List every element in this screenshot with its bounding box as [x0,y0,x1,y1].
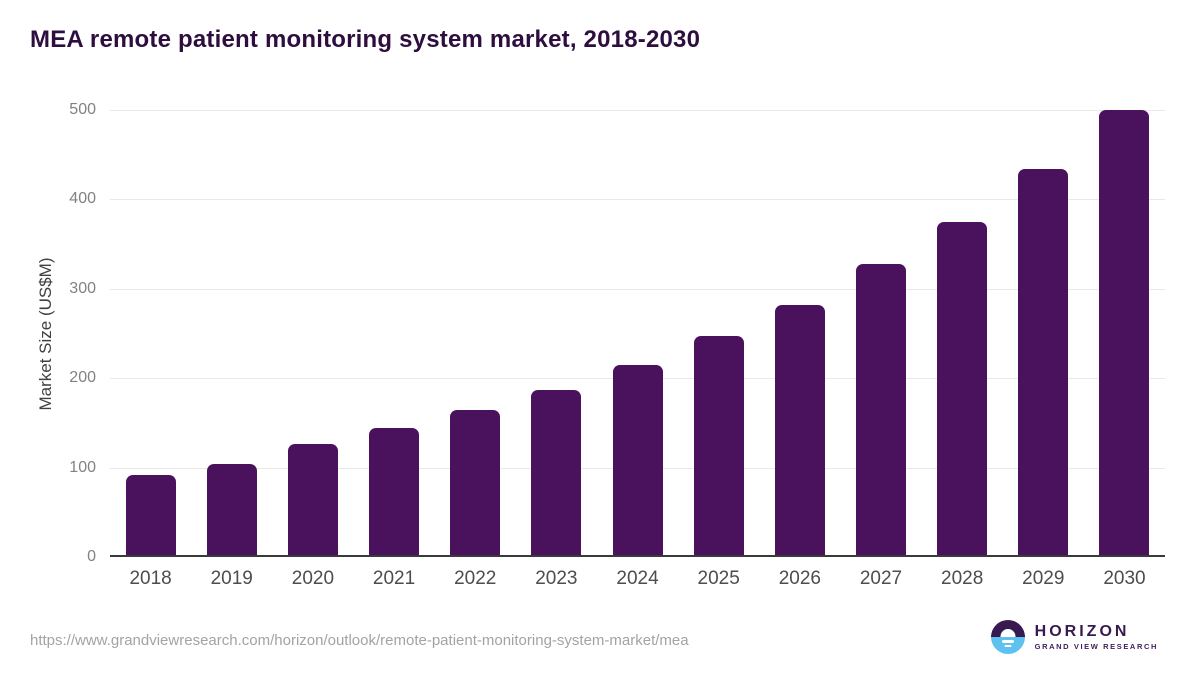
bar-column-2023 [516,389,597,555]
bar-column-2022 [435,410,516,555]
x-axis-ticks: 2018 2019 2020 2021 2022 2023 2024 2025 2026 2027… [110,568,1165,590]
logo-subtitle: GRAND VIEW RESEARCH [1034,642,1158,652]
bar-2030 [1099,109,1150,555]
bar-2029 [1018,168,1069,555]
bar-2022 [450,410,501,555]
x-tick-label: 2021 [372,568,416,589]
x-tick-label: 2019 [210,568,253,589]
y-axis-ticks: 0 100 200 300 400 500 [0,101,96,565]
bar-2027 [855,264,906,555]
bar-2018 [125,474,176,555]
y-tick-label: 500 [69,101,96,118]
bar-2028 [937,221,988,555]
x-tick-label: 2022 [454,568,497,589]
sun-reflection-line [1004,644,1012,647]
logo-text: HORIZON GRAND VIEW RESEARCH [1035,623,1158,652]
horizon-logo: HORIZON GRAND VIEW RESEARCH [990,620,1158,654]
gridline-400 [110,199,1165,201]
plot-area [110,109,1165,557]
source-url: https://www.grandviewresearch.com/horizo… [30,632,689,649]
gridline-500 [110,110,1165,111]
x-tick-label: 2024 [616,568,659,589]
y-tick-label: 200 [69,369,96,387]
horizon-sun-icon [990,620,1025,654]
x-tick-label: 2020 [291,568,335,589]
bar-column-2021 [353,428,434,555]
x-tick-label: 2026 [778,568,821,589]
sun-reflection-line [1001,640,1014,643]
bar-column-2029 [1003,168,1084,555]
bar-column-2025 [678,335,759,555]
x-tick-label: 2023 [535,568,578,589]
bar-2026 [774,304,825,555]
y-tick-label: 100 [69,458,96,476]
bar-2021 [369,428,420,555]
bar-column-2026 [759,304,840,555]
x-tick-label: 2029 [1022,568,1065,589]
bar-2020 [287,444,338,555]
bar-column-2020 [272,444,353,555]
chart-title: MEA remote patient monitoring system mar… [30,26,701,53]
bar-2019 [206,463,257,555]
y-tick-label: 400 [69,190,96,208]
bar-column-2027 [840,264,921,555]
bar-column-2028 [922,221,1003,555]
bar-2025 [693,335,744,555]
bar-column-2019 [191,463,272,555]
bar-column-2018 [110,474,191,555]
bar-column-2024 [597,365,678,555]
sun-dome [1000,629,1016,637]
y-tick-label: 0 [87,548,96,565]
y-tick-label: 300 [69,279,96,297]
bar-column-2030 [1084,109,1165,555]
x-tick-label: 2028 [941,568,984,589]
gridline-300 [110,288,1165,290]
bars-layer [110,109,1165,555]
bar-2024 [612,365,663,555]
x-tick-label: 2025 [697,568,740,589]
logo-name: HORIZON [1034,622,1130,640]
x-tick-label: 2030 [1103,568,1146,589]
bar-2023 [531,389,582,555]
x-tick-label: 2018 [129,568,172,589]
x-tick-label: 2027 [859,568,903,589]
